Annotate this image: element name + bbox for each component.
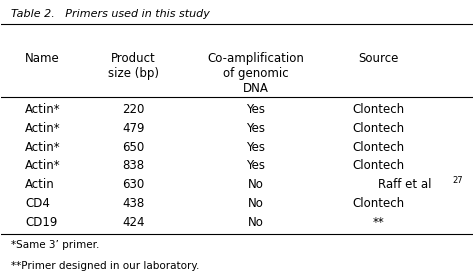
Text: Source: Source: [358, 52, 399, 65]
Text: Yes: Yes: [246, 122, 265, 135]
Text: 220: 220: [122, 103, 145, 116]
Text: Actin*: Actin*: [25, 103, 61, 116]
Text: 630: 630: [122, 178, 145, 191]
Text: Name: Name: [25, 52, 60, 65]
Text: 438: 438: [122, 197, 145, 210]
Text: Clontech: Clontech: [352, 159, 404, 172]
Text: Actin*: Actin*: [25, 122, 61, 135]
Text: Actin*: Actin*: [25, 159, 61, 172]
Text: Clontech: Clontech: [352, 122, 404, 135]
Text: Clontech: Clontech: [352, 141, 404, 154]
Text: No: No: [248, 178, 264, 191]
Text: Product
size (bp): Product size (bp): [108, 52, 159, 80]
Text: Raff et al: Raff et al: [378, 178, 432, 191]
Text: **: **: [373, 216, 384, 229]
Text: No: No: [248, 216, 264, 229]
Text: **Primer designed in our laboratory.: **Primer designed in our laboratory.: [11, 260, 199, 270]
Text: Clontech: Clontech: [352, 103, 404, 116]
Text: Yes: Yes: [246, 159, 265, 172]
Text: CD19: CD19: [25, 216, 57, 229]
Text: Yes: Yes: [246, 103, 265, 116]
Text: No: No: [248, 197, 264, 210]
Text: 838: 838: [122, 159, 145, 172]
Text: 27: 27: [453, 176, 464, 185]
Text: Table 2.   Primers used in this study: Table 2. Primers used in this study: [11, 9, 210, 19]
Text: Actin*: Actin*: [25, 141, 61, 154]
Text: 424: 424: [122, 216, 145, 229]
Text: 650: 650: [122, 141, 145, 154]
Text: Yes: Yes: [246, 141, 265, 154]
Text: 479: 479: [122, 122, 145, 135]
Text: Co-amplification
of genomic
DNA: Co-amplification of genomic DNA: [208, 52, 304, 95]
Text: CD4: CD4: [25, 197, 50, 210]
Text: Actin: Actin: [25, 178, 55, 191]
Text: *Same 3’ primer.: *Same 3’ primer.: [11, 240, 99, 250]
Text: Clontech: Clontech: [352, 197, 404, 210]
